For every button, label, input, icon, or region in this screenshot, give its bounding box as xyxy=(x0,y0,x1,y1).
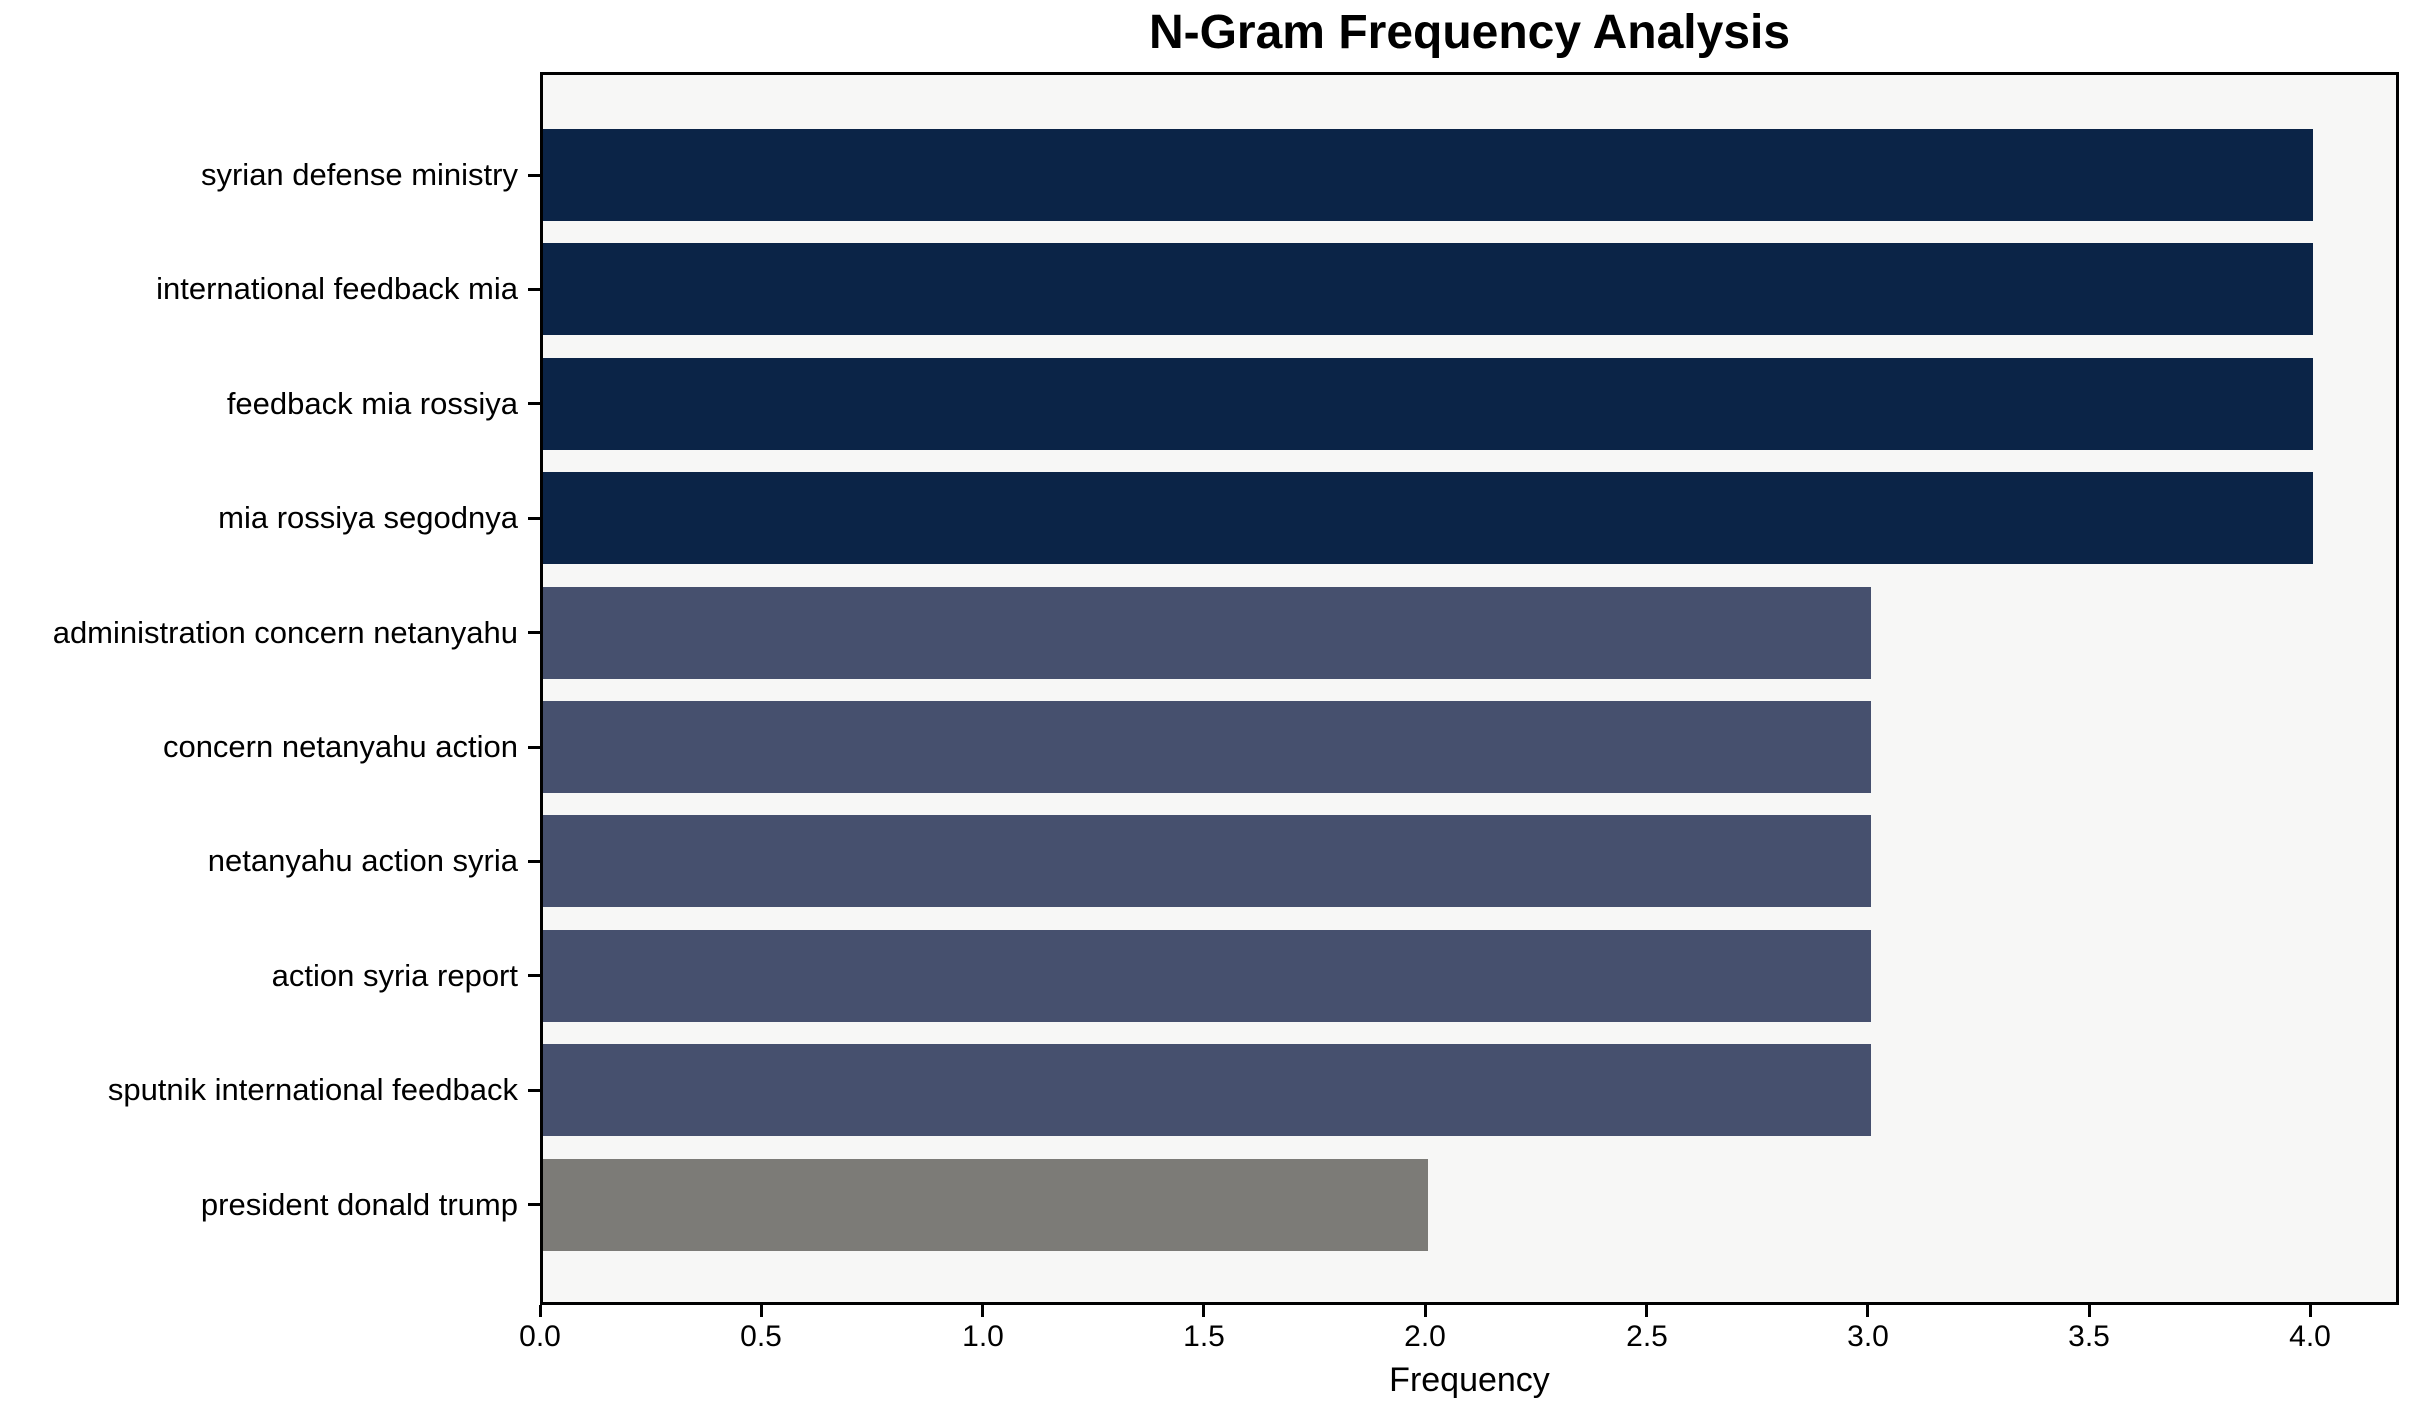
y-tick-label: sputnik international feedback xyxy=(107,1072,518,1107)
y-tick xyxy=(528,1089,540,1092)
x-axis-label: Frequency xyxy=(1389,1361,1550,1399)
x-tick xyxy=(539,1305,542,1317)
x-tick-label: 4.0 xyxy=(2289,1320,2331,1353)
x-tick-label: 3.0 xyxy=(1847,1320,1889,1353)
y-tick-label: concern netanyahu action xyxy=(162,729,518,764)
x-tick xyxy=(2309,1305,2312,1317)
y-tick-label: mia rossiya segodnya xyxy=(218,500,518,535)
y-tick xyxy=(528,1203,540,1206)
bar-president-donald-trump xyxy=(543,1159,1428,1251)
y-tick-label: feedback mia rossiya xyxy=(226,386,518,421)
y-tick-label: netanyahu action syria xyxy=(207,843,518,878)
y-tick xyxy=(528,174,540,177)
y-tick xyxy=(528,517,540,520)
bar-feedback-mia-rossiya xyxy=(543,358,2313,450)
x-tick-label: 3.5 xyxy=(2068,1320,2110,1353)
x-tick xyxy=(1202,1305,1205,1317)
bar-concern-netanyahu-action xyxy=(543,701,1871,793)
bar-netanyahu-action-syria xyxy=(543,815,1871,907)
bars-layer xyxy=(543,75,2396,1302)
y-tick-label: syrian defense ministry xyxy=(200,157,518,192)
bar-international-feedback-mia xyxy=(543,243,2313,335)
y-tick-label: administration concern netanyahu xyxy=(52,615,518,650)
y-tick xyxy=(528,402,540,405)
chart-title: N-Gram Frequency Analysis xyxy=(1148,6,1791,59)
x-tick xyxy=(1645,1305,1648,1317)
x-tick xyxy=(760,1305,763,1317)
y-tick-label: president donald trump xyxy=(200,1187,518,1222)
bar-syrian-defense-ministry xyxy=(543,129,2313,221)
x-tick-label: 0.5 xyxy=(740,1320,782,1353)
x-tick xyxy=(2088,1305,2091,1317)
bar-administration-concern-netanyahu xyxy=(543,587,1871,679)
x-tick-label: 0.0 xyxy=(519,1320,561,1353)
x-tick-label: 1.5 xyxy=(1183,1320,1225,1353)
y-tick xyxy=(528,288,540,291)
y-tick-label: international feedback mia xyxy=(156,271,518,306)
x-tick xyxy=(981,1305,984,1317)
y-tick xyxy=(528,860,540,863)
y-tick xyxy=(528,974,540,977)
y-tick xyxy=(528,631,540,634)
y-tick-label: action syria report xyxy=(271,958,518,993)
bar-action-syria-report xyxy=(543,930,1871,1022)
y-tick xyxy=(528,746,540,749)
x-tick xyxy=(1866,1305,1869,1317)
x-tick-label: 2.0 xyxy=(1404,1320,1446,1353)
x-tick-label: 1.0 xyxy=(962,1320,1004,1353)
plot-area xyxy=(540,72,2399,1305)
x-tick xyxy=(1424,1305,1427,1317)
x-tick-label: 2.5 xyxy=(1626,1320,1668,1353)
bar-sputnik-international-feedback xyxy=(543,1044,1871,1136)
bar-mia-rossiya-segodnya xyxy=(543,472,2313,564)
